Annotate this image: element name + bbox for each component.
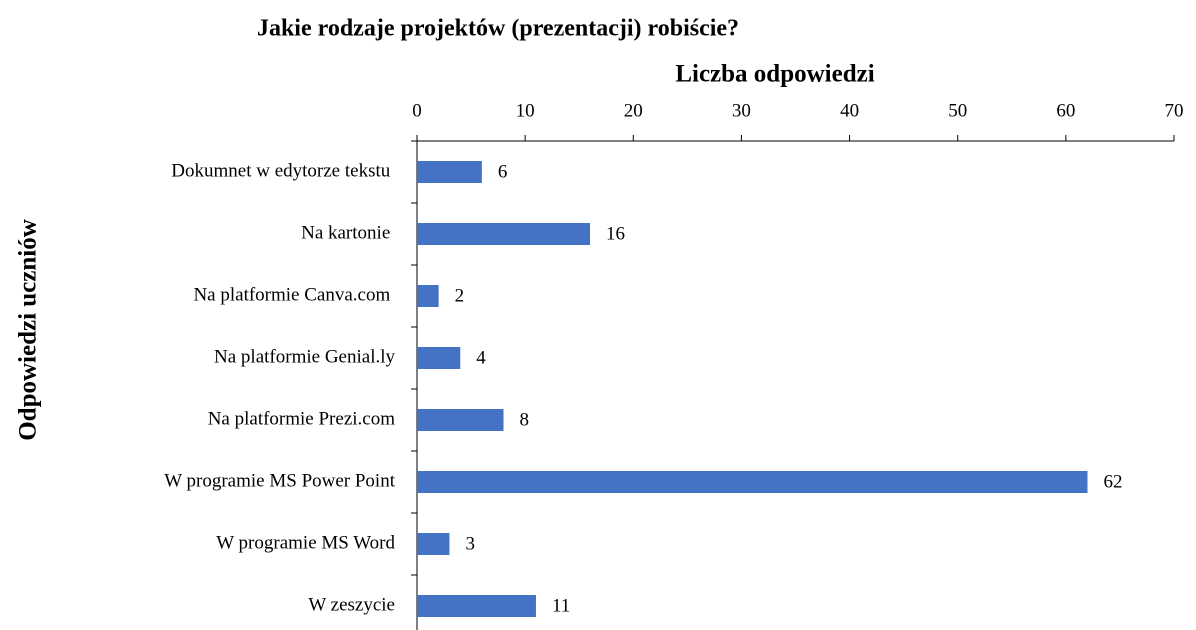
bar [417, 161, 482, 183]
bar [417, 471, 1088, 493]
data-label: 11 [552, 595, 570, 616]
y-tick-label: Dokumnet w edytorze tekstu [171, 160, 395, 181]
x-axis-label: Liczba odpowiedzi [675, 61, 874, 88]
y-tick-label: W programie MS Word [216, 532, 395, 553]
data-label: 8 [520, 409, 530, 430]
chart-title: Jakie rodzaje projektów (prezentacji) ro… [257, 16, 739, 42]
bar [417, 409, 504, 431]
x-tick-label: 70 [1165, 100, 1184, 121]
x-tick-label: 10 [516, 100, 535, 121]
y-tick-label: Na platformie Genial.ly [214, 346, 395, 367]
y-tick-label: W zeszycie [308, 594, 395, 615]
bar [417, 285, 439, 307]
bar [417, 595, 536, 617]
x-tick-label: 0 [412, 100, 422, 121]
y-tick-label: Na platformie Canva.com [193, 284, 395, 305]
x-tick-label: 50 [948, 100, 967, 121]
x-tick-label: 30 [732, 100, 751, 121]
bar [417, 347, 461, 369]
data-label: 3 [465, 533, 475, 554]
x-tick-label: 40 [840, 100, 859, 121]
data-label: 4 [476, 347, 486, 368]
data-label: 2 [455, 285, 465, 306]
y-tick-label: W programie MS Power Point [164, 470, 396, 491]
data-label: 16 [606, 223, 625, 244]
x-tick-label: 20 [624, 100, 643, 121]
x-tick-label: 60 [1056, 100, 1075, 121]
data-label: 6 [498, 161, 508, 182]
data-label: 62 [1103, 471, 1122, 492]
bar [417, 533, 450, 555]
y-tick-label: Na kartonie [301, 222, 395, 243]
y-tick-label: Na platformie Prezi.com [208, 408, 396, 429]
bar [417, 223, 591, 245]
y-axis-label: Odpowiedzi uczniów [15, 219, 42, 441]
